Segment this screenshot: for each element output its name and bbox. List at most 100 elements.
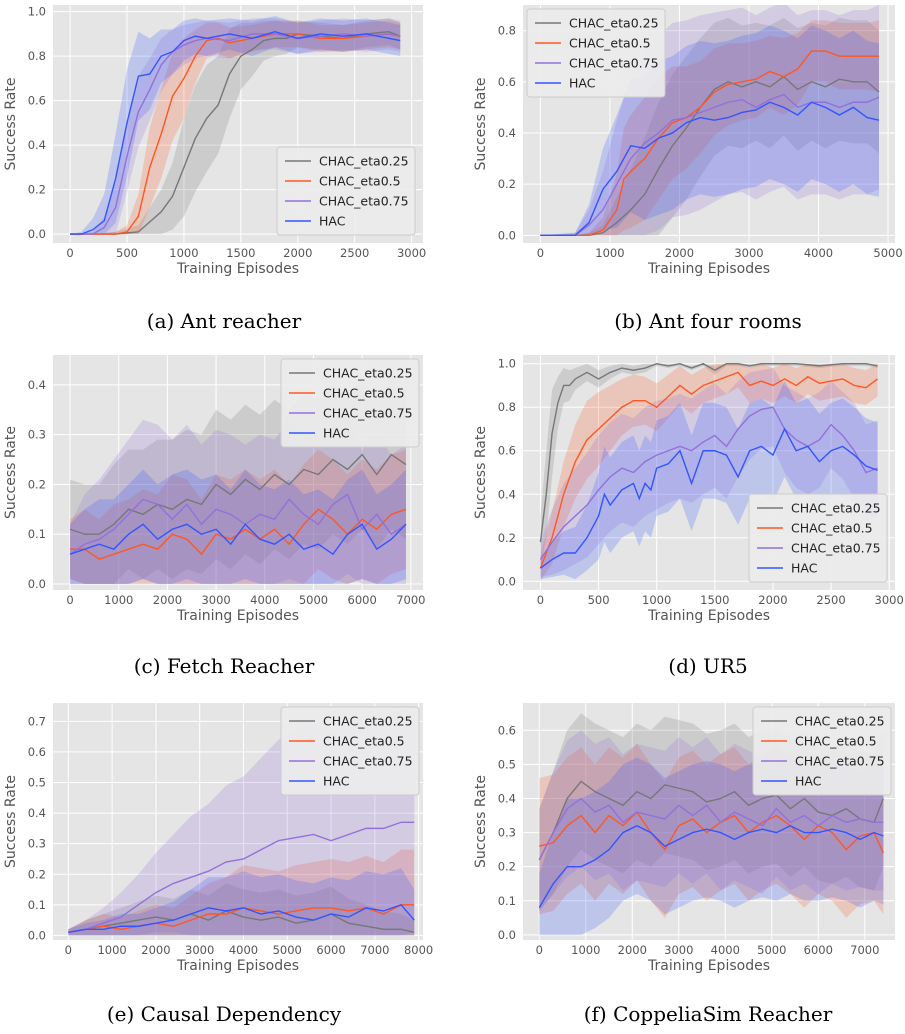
- x-tick-label: 0: [66, 593, 73, 607]
- subfigure-caption: (c) Fetch Reacher: [134, 654, 315, 678]
- line-chac-eta0-75: [538, 797, 884, 861]
- x-tick-label: 2000: [141, 943, 170, 957]
- subfigure-caption: (b) Ant four rooms: [614, 309, 802, 333]
- band-chac-eta0-75: [540, 368, 878, 577]
- y-tick-label: 0.0: [498, 574, 516, 588]
- x-tick-label: 6000: [316, 943, 345, 957]
- y-axis-label: Success Rate: [3, 775, 19, 868]
- y-axis-label: Success Rate: [473, 775, 489, 868]
- x-tick-label: 1500: [700, 593, 729, 607]
- line-chac-eta0-75: [540, 93, 880, 237]
- y-tick-label: 0.8: [498, 24, 516, 38]
- x-tick-label: 8000: [404, 943, 433, 957]
- y-axis-label: Success Rate: [473, 78, 489, 171]
- x-tick-label: 2500: [816, 593, 845, 607]
- legend-label: HAC: [795, 774, 822, 789]
- y-axis-label: Success Rate: [3, 78, 19, 171]
- legend-label: CHAC_eta0.75: [323, 754, 413, 769]
- chart-panel-3: 0 1000 2000 3000 4000 5000 6000 7000 0.0 0.1 0.2 0.…: [3, 355, 425, 678]
- y-tick-label: 0.6: [498, 723, 516, 737]
- line-chac-eta0-75: [70, 33, 401, 235]
- legend-label: HAC: [319, 214, 346, 229]
- y-axis-label: Success Rate: [473, 426, 489, 519]
- legend-box: [526, 8, 666, 98]
- band-chac-eta0-75: [70, 18, 401, 235]
- legend-label: HAC: [323, 774, 350, 789]
- legend: CHAC_eta0.25 CHAC_eta0.5 CHAC_eta0.75 HAC: [748, 493, 888, 583]
- line-chac-eta0-25: [68, 910, 415, 934]
- x-tick-label: 6000: [348, 593, 377, 607]
- x-tick-label: 3000: [201, 593, 230, 607]
- legend-label: CHAC_eta0.75: [569, 56, 659, 71]
- legend-label: CHAC_eta0.25: [569, 16, 659, 31]
- x-tick-label: 3000: [185, 943, 214, 957]
- x-tick-label: 3000: [734, 246, 763, 260]
- x-tick-label: 0: [65, 943, 72, 957]
- y-tick-label: 0.1: [28, 898, 46, 912]
- line-chac-eta0-5: [539, 811, 885, 854]
- y-tick-label: 0.2: [498, 531, 516, 545]
- y-axis-label: Success Rate: [3, 426, 19, 519]
- chart-panel-5: 0 1000 2000 3000 4000 5000 6000 7000 8000 0.0 0.1 0…: [3, 703, 433, 1026]
- line-chac-eta0-75: [539, 406, 878, 560]
- legend-box: [276, 146, 416, 236]
- x-tick-label: 5000: [757, 943, 786, 957]
- legend-label: CHAC_eta0.25: [323, 714, 413, 729]
- y-tick-label: 0.3: [498, 826, 516, 840]
- x-tick-label: 500: [588, 593, 610, 607]
- x-tick-label: 4000: [711, 943, 740, 957]
- legend-label: CHAC_eta0.5: [569, 36, 651, 51]
- legend-box: [280, 706, 420, 796]
- chart-panel-6: 0 1000 2000 3000 4000 5000 6000 7000 0.0 0.1 0.2 0.…: [473, 703, 895, 1026]
- plot-series-area: [70, 16, 401, 235]
- x-axis-label: Training Episodes: [176, 608, 299, 624]
- x-tick-label: 6000: [804, 943, 833, 957]
- legend-label: HAC: [323, 426, 350, 441]
- y-tick-label: 0.2: [498, 177, 516, 191]
- x-tick-label: 2000: [758, 593, 787, 607]
- legend-box: [748, 493, 888, 583]
- legend-label: CHAC_eta0.5: [795, 734, 877, 749]
- y-tick-label: 1.0: [498, 357, 516, 371]
- x-tick-label: 2000: [283, 246, 312, 260]
- y-tick-label: 0.5: [498, 757, 516, 771]
- line-chac-eta0-25: [69, 453, 407, 535]
- y-tick-label: 0.8: [498, 400, 516, 414]
- legend-box: [752, 706, 892, 796]
- line-chac-eta0-25: [538, 780, 885, 861]
- line-hac: [540, 427, 878, 569]
- y-tick-label: 0.0: [28, 577, 46, 591]
- legend: CHAC_eta0.25 CHAC_eta0.5 CHAC_eta0.75 HAC: [526, 8, 666, 98]
- y-tick-label: 0.3: [28, 428, 46, 442]
- y-tick-label: 0.7: [28, 714, 46, 728]
- x-tick-label: 2500: [340, 246, 369, 260]
- x-tick-label: 3000: [664, 943, 693, 957]
- legend-label: CHAC_eta0.75: [791, 541, 881, 556]
- line-chac-eta0-75: [69, 493, 407, 555]
- y-tick-label: 0.6: [498, 75, 516, 89]
- x-tick-label: 0: [537, 593, 544, 607]
- legend-label: CHAC_eta0.75: [319, 194, 409, 209]
- line-hac: [540, 101, 880, 237]
- x-axis-label: Training Episodes: [176, 958, 299, 974]
- y-tick-label: 0.4: [498, 791, 516, 805]
- band-chac-eta0-5: [70, 20, 401, 235]
- band-chac-eta0-5: [70, 449, 406, 585]
- x-tick-label: 7000: [360, 943, 389, 957]
- y-tick-label: 0.3: [28, 837, 46, 851]
- subfigure-caption: (a) Ant reacher: [147, 309, 302, 333]
- band-chac-eta0-25: [70, 18, 401, 235]
- y-tick-label: 0.8: [28, 49, 46, 63]
- y-tick-label: 0.5: [28, 776, 46, 790]
- x-tick-label: 4000: [250, 593, 279, 607]
- plot-series-area: [68, 709, 415, 936]
- line-chac-eta0-25: [70, 30, 401, 235]
- legend-label: CHAC_eta0.5: [791, 521, 873, 536]
- line-chac-eta0-25: [540, 75, 880, 237]
- band-chac-eta0-25: [68, 883, 415, 936]
- x-tick-label: 2000: [665, 246, 694, 260]
- band-chac-eta0-5: [540, 363, 878, 582]
- x-tick-label: 5000: [873, 246, 902, 260]
- x-tick-label: 0: [66, 246, 73, 260]
- x-tick-label: 5000: [273, 943, 302, 957]
